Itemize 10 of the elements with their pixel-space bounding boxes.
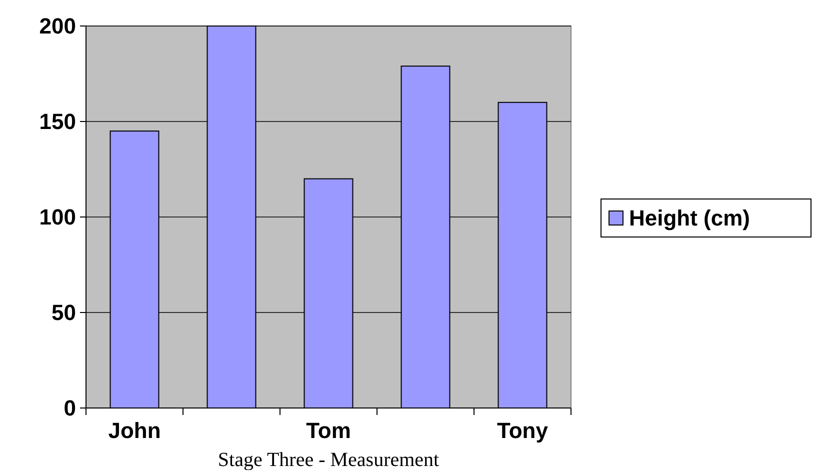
text: Stage Three - Measurement [218, 449, 440, 471]
x-tick-label: Tony [497, 418, 549, 443]
x-tick-label: John [108, 418, 161, 443]
y-tick-label: 0 [64, 396, 76, 421]
x-tick-label: Tom [306, 418, 351, 443]
y-tick-label: 50 [52, 300, 76, 326]
y-tick-label: 100 [39, 204, 76, 230]
legend-label: Height (cm) [629, 206, 750, 231]
y-tick-label: 150 [39, 109, 76, 134]
y-tick-label: 200 [39, 14, 76, 39]
